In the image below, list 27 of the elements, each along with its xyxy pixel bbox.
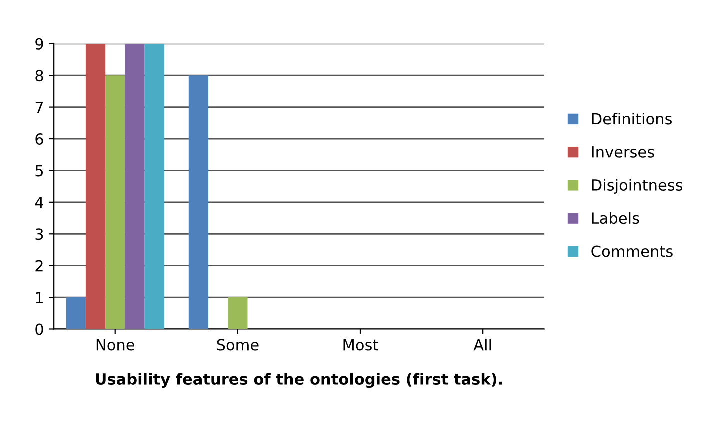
y-tick-label: 0 bbox=[36, 324, 44, 336]
x-tick-label: Some bbox=[217, 339, 259, 351]
y-tick-label: 4 bbox=[35, 197, 44, 208]
y-tick-label: 9 bbox=[36, 38, 44, 50]
bar bbox=[106, 76, 126, 330]
x-tick-label: Most bbox=[344, 339, 378, 351]
y-tick-label: 8 bbox=[36, 70, 44, 82]
y-tick-label: 5 bbox=[36, 165, 44, 177]
bar bbox=[228, 298, 248, 330]
y-tick-label: 3 bbox=[36, 228, 44, 240]
x-axis-title: Usability features of the ontologies (first task). bbox=[96, 373, 502, 388]
x-tick-label: None bbox=[96, 339, 134, 351]
legend-label: Definitions bbox=[592, 112, 672, 125]
bar bbox=[125, 44, 145, 330]
legend-label: Inverses bbox=[592, 146, 654, 158]
legend-label: Labels bbox=[592, 212, 640, 224]
bar bbox=[144, 44, 164, 330]
y-tick-label: 1 bbox=[36, 292, 43, 304]
legend-label: Disjointness bbox=[592, 179, 683, 194]
bar bbox=[66, 298, 86, 330]
y-tick-label: 2 bbox=[36, 260, 43, 272]
y-tick-label: 6 bbox=[36, 133, 44, 146]
legend-label: Comments bbox=[592, 246, 673, 258]
x-tick-label: All bbox=[474, 338, 492, 351]
bar bbox=[86, 44, 106, 330]
y-tick-label: 7 bbox=[36, 102, 44, 114]
bar bbox=[188, 76, 209, 330]
